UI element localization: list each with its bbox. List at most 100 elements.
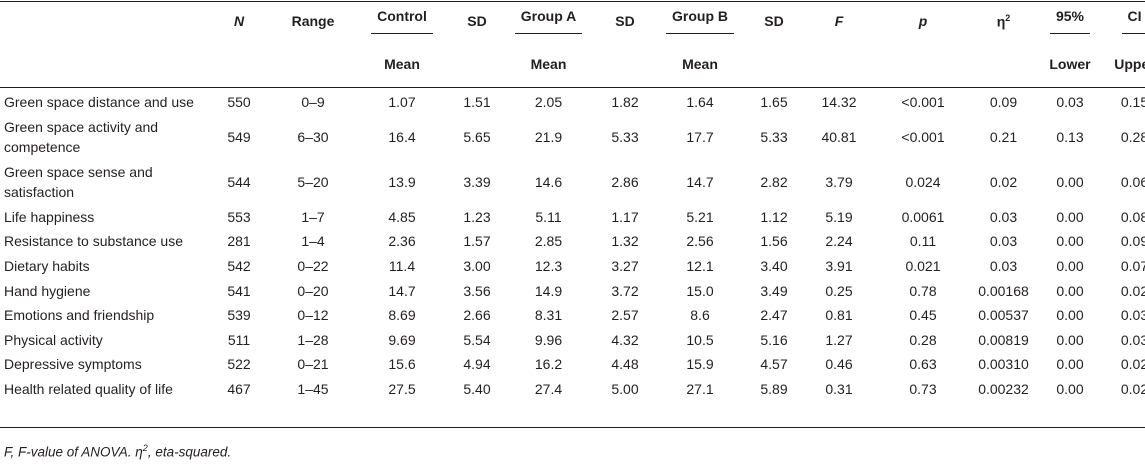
cell-n: 522 [227, 356, 251, 373]
cell-eta: 0.02 [989, 174, 1018, 191]
cell-eta: 0.00232 [978, 381, 1029, 398]
cell-c-sd: 4.94 [463, 356, 491, 373]
cell-b-mean: 17.7 [686, 129, 714, 146]
cell-a-mean: 5.11 [535, 208, 562, 225]
cell-b-sd: 3.49 [760, 282, 788, 299]
cell-range: 5–20 [297, 174, 329, 191]
cell-f: 0.46 [825, 356, 853, 373]
cell-upper: 0.02 [1120, 381, 1145, 398]
row-label: Health related quality of life [4, 381, 173, 398]
cell-eta: 0.00310 [978, 356, 1029, 373]
cell-b-mean: 5.21 [686, 208, 714, 225]
header-group-a-text: Group A [514, 8, 583, 34]
cell-a-mean: 12.3 [534, 258, 563, 275]
cell-p: 0.021 [905, 258, 941, 275]
table-row: Health related quality of life 467 1–45 27.… [0, 377, 1145, 402]
row-label: Resistance to substance use [4, 233, 183, 250]
cell-c-sd: 3.00 [463, 258, 491, 275]
cell-upper: 0.02 [1120, 282, 1145, 299]
cell-upper: 0.02 [1120, 356, 1145, 373]
cell-c-mean: 11.4 [388, 258, 416, 275]
header-eta: η2 [971, 0, 1036, 42]
table-footnote: F, F-value of ANOVA. η2, eta-squared. [4, 443, 231, 460]
header-lower: Lower [1049, 56, 1091, 72]
cell-b-mean: 8.6 [690, 307, 710, 324]
cell-c-sd: 1.23 [463, 208, 491, 225]
cell-n: 511 [227, 331, 251, 348]
cell-a-mean: 27.4 [534, 381, 563, 398]
cell-f: 1.27 [825, 331, 853, 348]
header-eta-sup: 2 [1005, 12, 1011, 23]
row-label: Green space sense and satisfaction [4, 164, 153, 201]
cell-f: 3.91 [825, 258, 853, 275]
cell-eta: 0.00819 [978, 331, 1029, 348]
table-row: Emotions and friendship 539 0–12 8.69 2.66 8.… [0, 303, 1145, 328]
cell-p: 0.78 [909, 282, 937, 299]
footnote-text-2: , eta-squared. [147, 444, 232, 460]
cell-n: 541 [227, 282, 251, 299]
cell-n: 467 [227, 381, 251, 398]
cell-range: 1–28 [297, 331, 329, 348]
cell-a-sd: 2.86 [611, 174, 639, 191]
cell-upper: 0.06 [1120, 174, 1145, 191]
cell-a-sd: 3.72 [611, 282, 639, 299]
cell-c-mean: 8.69 [388, 307, 416, 324]
table-body: Green space distance and use 550 0–9 1.07 1.… [0, 90, 1145, 401]
cell-b-mean: 12.1 [686, 258, 714, 275]
cell-lower: 0.03 [1056, 94, 1084, 111]
table-row: Resistance to substance use 281 1–4 2.36 1.5… [0, 229, 1145, 254]
cell-b-mean: 2.56 [686, 233, 714, 250]
cell-b-sd: 1.56 [760, 233, 788, 250]
header-group-b-text: Group B [666, 8, 734, 34]
cell-a-sd: 1.17 [611, 208, 639, 225]
cell-b-sd: 1.65 [760, 94, 788, 111]
cell-a-sd: 1.82 [611, 94, 639, 111]
cell-upper: 0.28 [1120, 129, 1145, 146]
table-row: Green space distance and use 550 0–9 1.07 1.… [0, 90, 1145, 115]
cell-lower: 0.00 [1056, 356, 1084, 373]
cell-b-sd: 4.57 [760, 356, 788, 373]
footnote-sup: 2 [142, 443, 148, 453]
cell-a-sd: 5.33 [611, 129, 639, 146]
cell-c-mean: 2.36 [388, 233, 416, 250]
header-sd-group-a: SD [615, 13, 635, 29]
table-row: Life happiness 553 1–7 4.85 1.23 5.11 1.17 5.21… [0, 205, 1145, 230]
cell-upper: 0.03 [1120, 331, 1145, 348]
cell-a-sd: 1.32 [611, 233, 639, 250]
cell-range: 0–9 [301, 94, 325, 111]
cell-eta: 0.03 [989, 258, 1018, 275]
header-p: p [918, 13, 928, 29]
cell-eta: 0.00537 [978, 307, 1029, 324]
cell-c-mean: 16.4 [388, 129, 416, 146]
header-mean-control: Mean [384, 56, 420, 72]
cell-upper: 0.08 [1120, 208, 1145, 225]
cell-c-sd: 5.65 [463, 129, 491, 146]
cell-c-sd: 5.40 [463, 381, 491, 398]
header-mean-group-a: Mean [530, 56, 567, 72]
cell-eta: 0.09 [989, 94, 1018, 111]
cell-lower: 0.00 [1056, 381, 1084, 398]
cell-range: 1–45 [297, 381, 329, 398]
header-eta-symbol: η [996, 13, 1006, 30]
cell-lower: 0.00 [1056, 282, 1084, 299]
cell-b-sd: 3.40 [760, 258, 788, 275]
cell-range: 1–7 [301, 208, 325, 225]
cell-lower: 0.00 [1056, 258, 1084, 275]
cell-upper: 0.03 [1120, 307, 1145, 324]
cell-p: <0.001 [901, 129, 945, 146]
cell-lower: 0.00 [1056, 307, 1084, 324]
cell-n: 542 [227, 258, 251, 275]
row-label: Life happiness [4, 208, 95, 225]
cell-n: 539 [227, 307, 251, 324]
header-control-text: Control [371, 8, 433, 34]
cell-c-mean: 14.7 [388, 282, 416, 299]
cell-n: 544 [227, 174, 251, 191]
header-f: F [834, 13, 844, 29]
cell-f: 40.81 [821, 129, 857, 146]
cell-b-sd: 5.89 [760, 381, 788, 398]
cell-c-sd: 1.57 [463, 233, 491, 250]
cell-upper: 0.09 [1120, 233, 1145, 250]
cell-f: 0.31 [825, 381, 853, 398]
cell-f: 14.32 [821, 94, 857, 111]
